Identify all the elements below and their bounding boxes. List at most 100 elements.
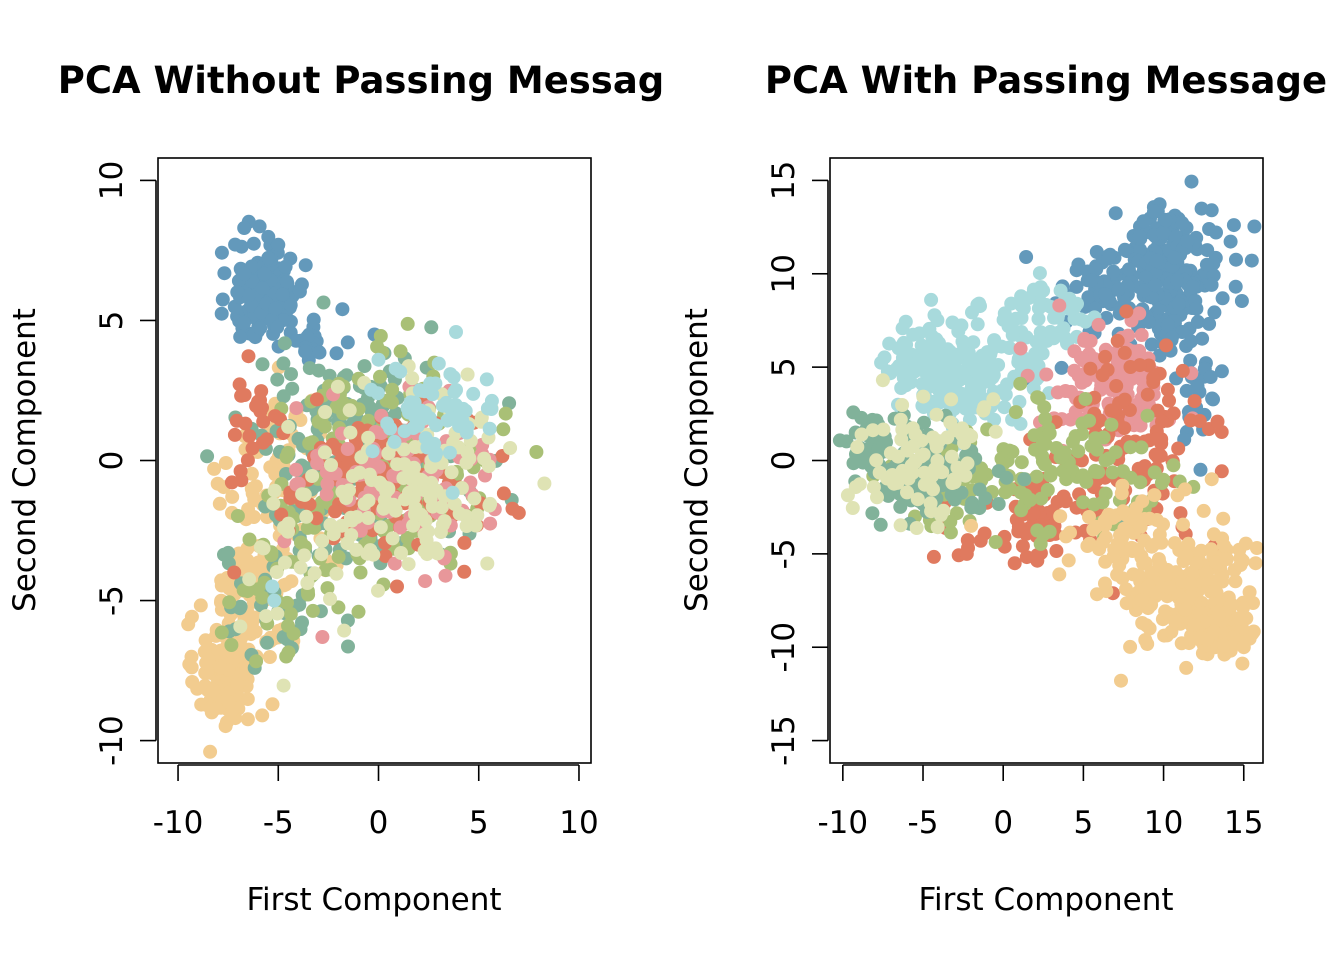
data-point [1156,225,1170,240]
data-point [466,386,481,401]
data-point [1029,469,1044,484]
data-point [230,285,245,300]
data-point [1121,262,1136,277]
data-point [343,425,358,440]
data-point [1207,583,1222,598]
data-point [462,451,477,466]
data-point [335,302,350,317]
data-point [893,518,908,533]
data-point [1104,417,1119,432]
data-point [876,422,891,437]
data-point [1200,632,1215,647]
data-point [431,356,446,371]
data-point [300,520,315,535]
data-point [242,532,257,547]
data-point [295,615,309,630]
right-plot-frame [829,157,1264,764]
data-point [1037,457,1052,472]
data-point [221,695,236,709]
data-point [1233,558,1248,573]
data-point [233,329,248,344]
data-point [1108,206,1123,221]
data-point [1235,656,1250,671]
data-point [429,446,444,461]
data-point [1091,465,1106,479]
data-point [449,325,463,339]
data-point [939,381,954,396]
data-point [293,560,308,575]
data-point [895,422,910,437]
data-point [379,484,394,499]
data-point [900,485,914,500]
data-point [1014,455,1029,470]
data-point [1167,250,1182,265]
data-point [1178,602,1193,617]
data-point [406,518,421,533]
data-point [364,382,379,397]
data-point [373,369,387,384]
data-point [370,339,385,354]
data-point [203,744,218,759]
data-point [1146,371,1161,386]
data-point [255,281,270,296]
data-point [481,459,496,474]
data-point [406,421,421,435]
data-point [299,509,314,524]
left-y-axis-label: Second Component [7,308,43,612]
data-point [1187,618,1202,632]
data-point [255,708,270,723]
data-point [846,456,861,471]
data-point [966,389,981,404]
data-point [1005,328,1020,342]
y-tick-label: 5 [766,357,802,377]
data-point [240,712,255,727]
data-point [1166,458,1181,473]
data-point [866,480,881,495]
data-point [400,316,415,331]
left-x-axis-label: First Component [246,882,501,918]
data-point [1110,536,1125,551]
data-point [419,533,434,548]
data-point [1147,465,1162,480]
data-point [1189,556,1204,570]
data-point [1052,298,1067,313]
data-point [1199,565,1214,580]
data-point [1079,474,1094,489]
data-point [470,508,485,523]
data-point [482,421,497,436]
data-point [1148,278,1163,293]
data-point [248,624,263,639]
data-point [452,419,467,433]
data-point [1158,213,1173,228]
data-point [496,486,511,501]
data-point [930,520,945,535]
data-point [184,609,199,624]
data-point [901,471,916,486]
data-point [1171,297,1186,312]
data-point [998,485,1013,500]
right-x-axis: -10 -5 0 5 10 15 [818,764,1263,841]
data-point [1106,264,1121,279]
x-tick-label: 5 [469,805,489,841]
data-point [1036,283,1051,298]
data-point [1214,464,1229,479]
data-point [430,544,445,559]
data-point [1028,346,1043,361]
data-point [302,436,317,451]
data-point [1140,387,1155,402]
data-point [294,535,308,550]
data-point [260,635,275,650]
data-point [300,576,315,590]
data-point [283,298,298,313]
y-tick-label: 0 [94,451,130,471]
data-point [230,677,245,692]
data-point [1108,445,1123,460]
data-point [334,518,349,533]
data-point [1152,557,1167,572]
data-point [1162,393,1176,408]
data-point [301,587,316,602]
y-tick-label: 10 [94,161,130,200]
x-tick-label: -10 [153,805,204,841]
data-point [1206,392,1220,407]
data-point [305,469,320,483]
